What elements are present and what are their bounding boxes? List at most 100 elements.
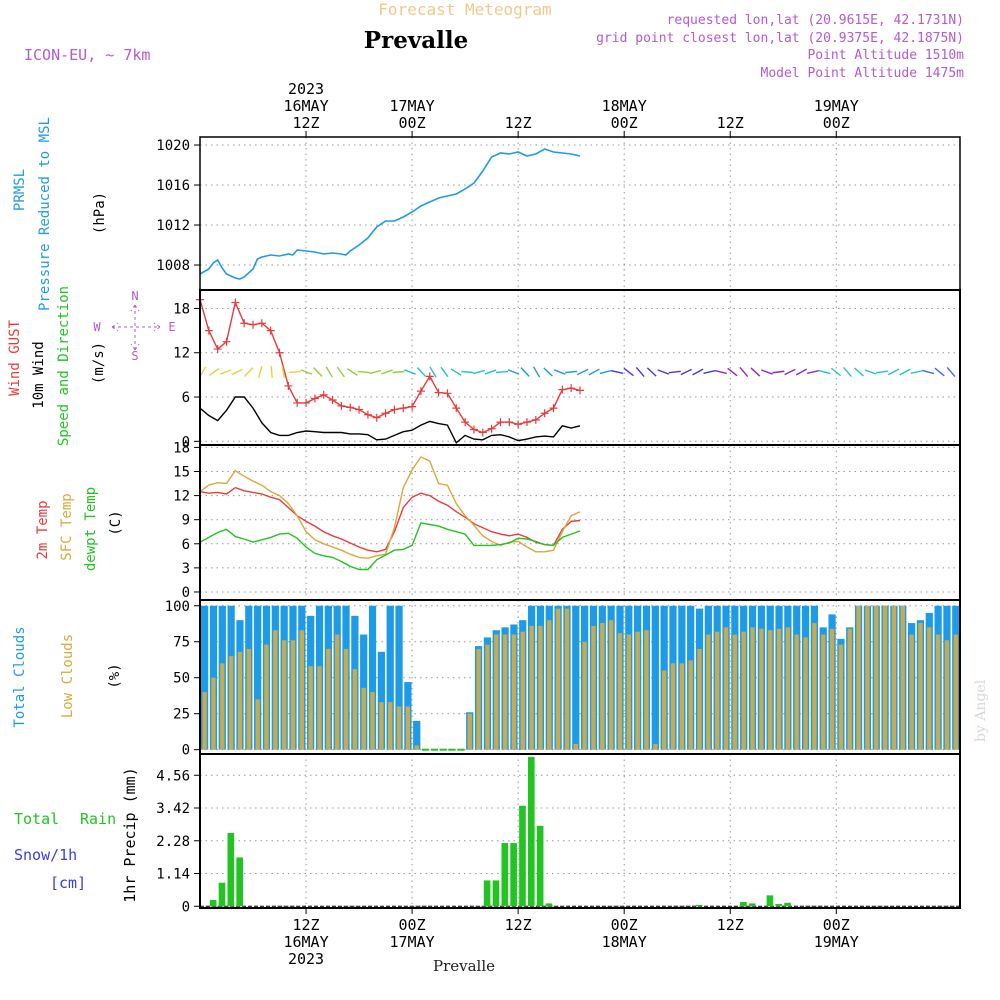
panel-border — [199, 444, 961, 601]
rain-bar — [545, 903, 553, 907]
wind-direction-arrow — [876, 370, 889, 374]
gust-marker — [514, 420, 523, 429]
wind-direction-arrow — [668, 370, 681, 374]
top-time-label: 16MAY — [283, 97, 328, 115]
bottom-location-label: Prevalle — [433, 957, 495, 975]
low-cloud-bar — [352, 669, 358, 750]
low-cloud-bar — [759, 628, 764, 750]
wind-direction-arrow — [270, 365, 273, 379]
temperature-panel: 0 3 6 9 12 15 18 2m Temp SFC Temp dewpt Temp (C) — [35, 440, 960, 601]
compass-arrows — [111, 304, 161, 351]
bottom-time-label: 12Z — [717, 916, 744, 934]
low-cloud-bar — [750, 627, 755, 750]
low-cloud-bar — [653, 743, 658, 750]
wind-direction-arrow — [887, 368, 900, 376]
wind-direction-arrow — [208, 368, 220, 376]
wind-direction-label: Speed and Direction — [56, 286, 72, 446]
clouds-unit: (%) — [107, 663, 123, 688]
top-time-label: 00Z — [611, 114, 638, 132]
wind-direction-arrow — [818, 369, 831, 375]
rain-bar — [519, 805, 526, 907]
gust-marker — [328, 395, 337, 404]
wind-direction-arrow — [231, 368, 243, 376]
gust-marker — [275, 348, 284, 357]
rain-bar — [695, 904, 703, 907]
bottom-time-label: 18MAY — [602, 933, 647, 951]
wind-direction-arrow — [680, 368, 692, 376]
gust-marker — [204, 326, 213, 335]
total-clouds-label: Total Clouds — [12, 626, 28, 727]
gust-marker — [567, 384, 576, 393]
low-cloud-bar — [715, 631, 720, 750]
pressure-panel: 1008 1012 1016 1020 PRMSL Pressure Reduced to… — [12, 117, 960, 311]
low-cloud-bar — [865, 605, 870, 750]
wind-direction-arrow — [635, 366, 645, 378]
gust-marker — [257, 319, 266, 328]
gust-marker — [469, 425, 478, 434]
precip-unit: 1hr Precip (mm) — [121, 767, 139, 902]
compass-rose: N W E S — [93, 289, 175, 363]
low-cloud-bar — [812, 623, 817, 750]
panel-border — [199, 753, 961, 909]
low-cloud-bar — [326, 648, 331, 750]
wind-direction-arrow — [336, 366, 345, 378]
y-tick-label: 0 — [182, 899, 190, 915]
low-cloud-bar — [555, 608, 561, 750]
gust-marker — [293, 398, 302, 407]
gust-marker — [346, 403, 355, 412]
y-tick-label: 18 — [173, 301, 190, 317]
low-cloud-bar — [343, 648, 349, 750]
top-time-label: 00Z — [399, 114, 426, 132]
clear-sky-marker — [448, 748, 456, 751]
gust-marker — [249, 320, 258, 329]
low-cloud-bar — [600, 623, 605, 750]
clear-sky-marker — [439, 748, 447, 751]
wind-direction-arrow — [830, 367, 842, 377]
low-cloud-bar — [308, 666, 313, 750]
gust-marker — [505, 418, 514, 427]
low-cloud-bar — [388, 702, 393, 750]
rain-bar — [536, 825, 544, 907]
wind-direction-arrow — [646, 367, 657, 377]
low-cloud-bar — [573, 743, 578, 750]
bottom-time-label: 00Z — [399, 916, 426, 934]
panel-border — [199, 136, 961, 291]
bottom-time-label: 00Z — [611, 916, 638, 934]
temp-sfc-label: SFC Temp — [59, 493, 75, 560]
temp-dewpt-label: dewpt Temp — [83, 487, 99, 571]
wind-direction-arrow — [244, 367, 254, 377]
top-time-label: 17MAY — [390, 97, 435, 115]
y-tick-label: 25 — [173, 707, 190, 723]
low-cloud-bar — [635, 631, 640, 750]
wind-direction-arrow — [281, 365, 285, 379]
low-cloud-bar — [255, 699, 260, 750]
rain-bar — [209, 899, 217, 907]
low-cloud-bar — [494, 634, 499, 750]
wind-direction-arrow — [392, 370, 405, 374]
location-title: Prevalle — [364, 27, 468, 54]
low-cloud-bar — [511, 634, 517, 750]
wind-direction-arrow — [899, 368, 911, 376]
y-tick-label: 12 — [173, 489, 190, 505]
bottom-time-label: 12Z — [505, 916, 532, 934]
rain-bar — [227, 833, 235, 907]
wind-direction-arrow — [703, 369, 716, 375]
gust-marker — [310, 394, 319, 403]
low-cloud-bar — [944, 640, 950, 750]
low-cloud-bar — [909, 634, 914, 750]
pressure-label-2: Pressure Reduced to MSL — [37, 117, 53, 311]
y-tick-label: 100 — [165, 599, 190, 615]
clear-sky-marker — [457, 748, 465, 751]
wind-direction-arrow — [714, 369, 727, 375]
low-cloud-bar — [379, 702, 384, 750]
wind-direction-arrow — [325, 366, 333, 378]
low-cloud-bar — [829, 628, 835, 750]
top-time-label: 12Z — [292, 114, 319, 132]
low-cloud-bar — [608, 620, 614, 750]
gust-marker — [549, 404, 558, 413]
low-cloud-bar — [935, 634, 941, 750]
wind-direction-arrow — [806, 370, 819, 374]
rain-bar — [236, 857, 243, 907]
